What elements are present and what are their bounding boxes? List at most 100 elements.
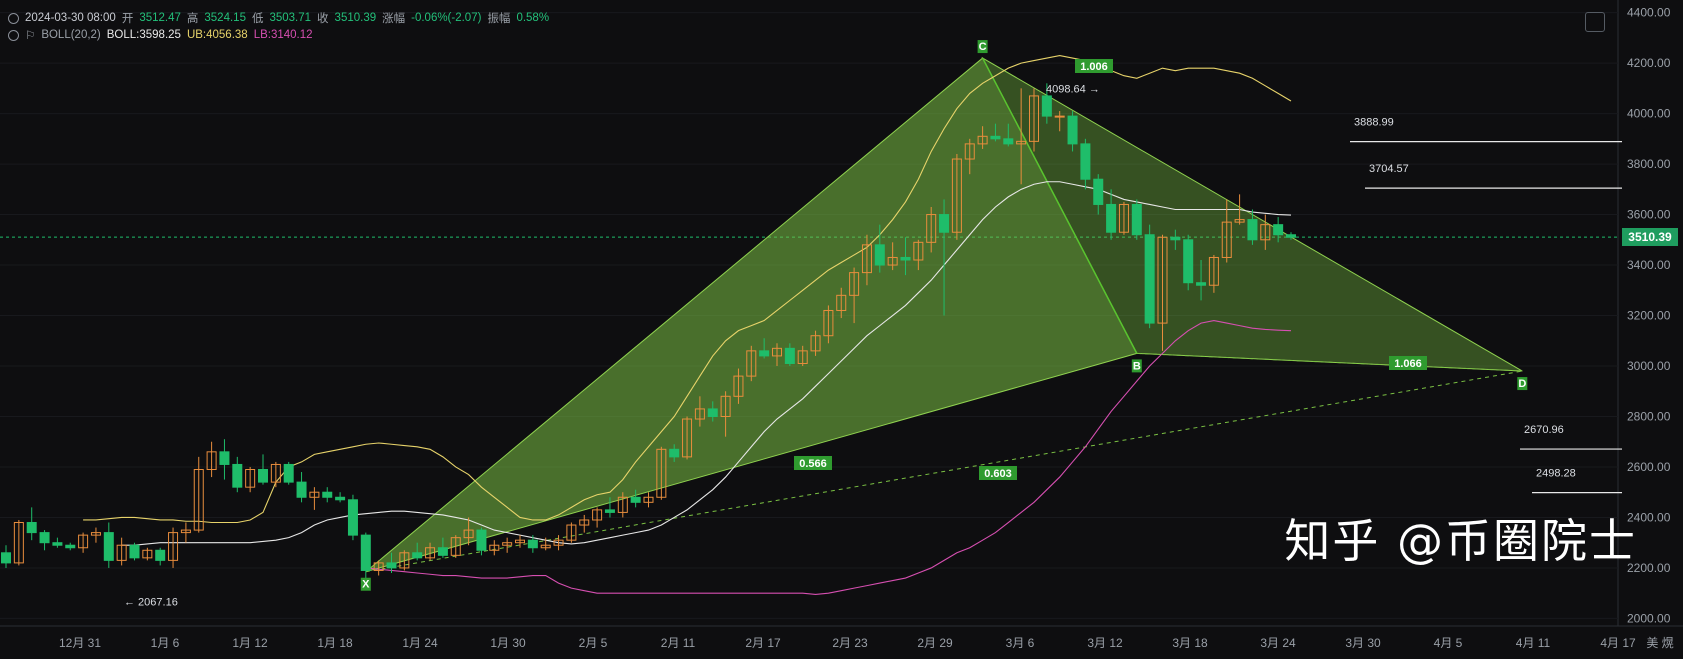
candle-body — [733, 375, 744, 397]
date-tick-label: 1月 24 — [402, 636, 438, 650]
open-value: 3512.47 — [139, 12, 181, 24]
candle-body — [1208, 256, 1219, 286]
date-tick-label: 2月 23 — [832, 636, 868, 650]
date-tick-label: 4月 11 — [1516, 636, 1551, 650]
bell-icon[interactable]: ⚐ — [25, 30, 36, 42]
candle-body — [913, 241, 924, 261]
candle-body — [1054, 115, 1065, 118]
candle-body — [707, 408, 718, 417]
price-tick-label: 3600.00 — [1627, 208, 1671, 222]
candle-body — [90, 532, 101, 536]
pattern-bd-line — [1136, 352, 1523, 372]
date-tick-label: 3月 24 — [1260, 636, 1296, 650]
candle-body — [592, 509, 603, 521]
ratio-label: 1.006 — [1080, 61, 1108, 73]
candle-body — [1286, 234, 1296, 238]
candle-body — [1029, 95, 1039, 142]
candle-body — [874, 244, 885, 266]
point-label-box — [360, 577, 371, 591]
watermark: 知乎 @币圈院士 — [1284, 514, 1637, 568]
candles — [1, 83, 1296, 579]
price-tick-label: 2200.00 — [1627, 561, 1671, 575]
date-tick-label: 4月 17 — [1600, 636, 1636, 650]
candle-body — [746, 350, 757, 377]
price-tick-label: 3200.00 — [1627, 309, 1671, 323]
candle-body — [322, 491, 333, 498]
candle-body — [1003, 138, 1014, 145]
date-tick-label: 12月 31 — [59, 636, 101, 650]
candle-body — [810, 335, 821, 352]
pattern-labels: 3888.99 3704.57 2670.96 2498.28 X C B D 0.566 0.6… — [124, 40, 1576, 608]
change-value: -0.06%(-2.07) — [411, 12, 482, 24]
date-tick-label: 1月 30 — [490, 636, 526, 650]
date-tick-label: 1月 18 — [317, 636, 353, 650]
price-tick-label: 3000.00 — [1627, 359, 1671, 373]
candle-body — [489, 544, 500, 551]
price-tick-label: 2600.00 — [1627, 460, 1671, 474]
time-axis[interactable]: 12月 31 1月 6 1月 12 1月 18 1月 24 1月 30 2月 5 2月 11 2… — [59, 636, 1674, 650]
eye-icon[interactable] — [8, 29, 19, 41]
candle-body — [245, 469, 256, 488]
candle-body — [617, 496, 628, 513]
candle-body — [219, 451, 230, 465]
price-tick-label: 2800.00 — [1627, 409, 1671, 423]
high-value: 3524.15 — [204, 12, 246, 24]
price-axis[interactable]: 2000.00 2200.00 2400.00 2600.00 2800.00 3000.… — [1627, 6, 1671, 626]
candle-body — [502, 542, 513, 546]
pattern-ab-line — [981, 57, 1138, 354]
candle-body — [463, 529, 474, 539]
point-label: B — [1133, 360, 1141, 372]
candle-body — [1183, 239, 1194, 284]
ratio-label-box — [1389, 356, 1427, 370]
candle-body — [347, 499, 358, 536]
candle-body — [309, 491, 320, 498]
ohlc-header: 2024-03-30 08:00 开 3512.47 高 3524.15 低 3… — [8, 10, 549, 26]
ratio-label: 0.603 — [984, 468, 1012, 480]
candle-body — [797, 350, 808, 364]
price-tick-label: 3400.00 — [1627, 258, 1671, 272]
date-tick-label: 1月 6 — [151, 636, 180, 650]
low-annotation: ← 2067.16 — [124, 596, 178, 608]
date-tick-label: 2月 5 — [579, 636, 608, 650]
low-value: 3503.71 — [269, 12, 312, 24]
date-tick-label: 4月 5 — [1434, 636, 1463, 650]
candle-body — [129, 544, 140, 559]
candle-body — [900, 256, 911, 261]
candle-body — [939, 214, 950, 233]
date-tick-label: 1月 12 — [232, 636, 268, 650]
harmonic-pattern — [365, 56, 1622, 573]
price-tick-label: 4200.00 — [1627, 56, 1671, 70]
ratio-label: 1.066 — [1394, 358, 1422, 370]
candle-body — [836, 294, 847, 311]
candle-body — [772, 347, 782, 357]
fullscreen-button[interactable] — [1585, 12, 1605, 32]
candle-body — [476, 529, 487, 551]
candle-body — [1144, 234, 1155, 324]
indicator-name[interactable]: BOLL(20,2) — [41, 29, 101, 41]
candle-body — [270, 463, 281, 483]
candle-body — [951, 158, 962, 233]
fib-level-label: 2498.28 — [1536, 468, 1576, 480]
candle-body — [232, 463, 243, 488]
date-tick-label: 2月 29 — [917, 636, 953, 650]
candle-body — [926, 214, 937, 243]
candle-body — [296, 481, 307, 498]
candle-body — [1234, 219, 1245, 223]
candle-body — [1131, 203, 1142, 236]
candle-body — [669, 448, 680, 458]
candle-body — [861, 244, 872, 274]
candle-body — [65, 544, 76, 549]
candle-body — [39, 532, 50, 544]
candle-body — [425, 547, 436, 559]
candle-body — [399, 552, 410, 569]
candle-body — [437, 547, 448, 556]
candle-body — [887, 256, 898, 266]
candle-body — [1118, 203, 1129, 233]
candle-body — [553, 539, 564, 546]
candle-body — [1067, 115, 1078, 145]
boll-header: ⚐ BOLL(20,2) BOLL:3598.25 UB:4056.38 LB:… — [8, 28, 313, 42]
candle-body — [1221, 221, 1232, 258]
eye-icon[interactable] — [8, 12, 19, 24]
point-label-box — [977, 40, 988, 54]
